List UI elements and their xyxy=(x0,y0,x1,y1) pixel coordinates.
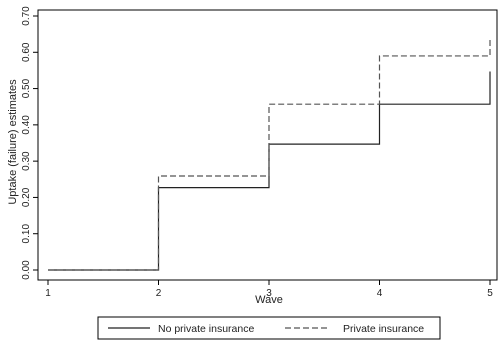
y-tick-label: 0.40 xyxy=(21,115,32,135)
y-tick-label: 0.30 xyxy=(21,151,32,171)
y-tick-label: 0.20 xyxy=(21,187,32,207)
series-layer xyxy=(48,37,491,271)
y-tick-label: 0.50 xyxy=(21,78,32,98)
legend: No private insurance Private insurance xyxy=(97,316,441,340)
x-tick-label: 3 xyxy=(266,288,272,299)
legend-label: No private insurance xyxy=(158,323,254,335)
legend-label: Private insurance xyxy=(343,323,424,335)
y-tick-label: 0.60 xyxy=(21,42,32,62)
plot-area-border xyxy=(37,9,498,281)
x-axis-title: Wave xyxy=(255,294,283,306)
x-tick-label: 4 xyxy=(377,288,383,299)
y-tick-label: 0.10 xyxy=(21,224,32,244)
y-axis-title: Uptake (failure) estimates xyxy=(7,79,19,205)
x-axis: 1 2 3 4 5 xyxy=(45,280,493,299)
x-tick-label: 5 xyxy=(487,288,493,299)
y-tick-label: 0.00 xyxy=(21,260,32,280)
series-line-1 xyxy=(48,37,491,271)
y-tick-label: 0.70 xyxy=(21,6,32,26)
plot-frame xyxy=(37,9,498,281)
y-axis: 0.00 0.10 0.20 0.30 0.40 0.50 0.60 0.70 xyxy=(21,6,38,280)
legend-box xyxy=(97,316,441,340)
x-tick-label: 2 xyxy=(156,288,162,299)
x-tick-label: 1 xyxy=(45,288,51,299)
